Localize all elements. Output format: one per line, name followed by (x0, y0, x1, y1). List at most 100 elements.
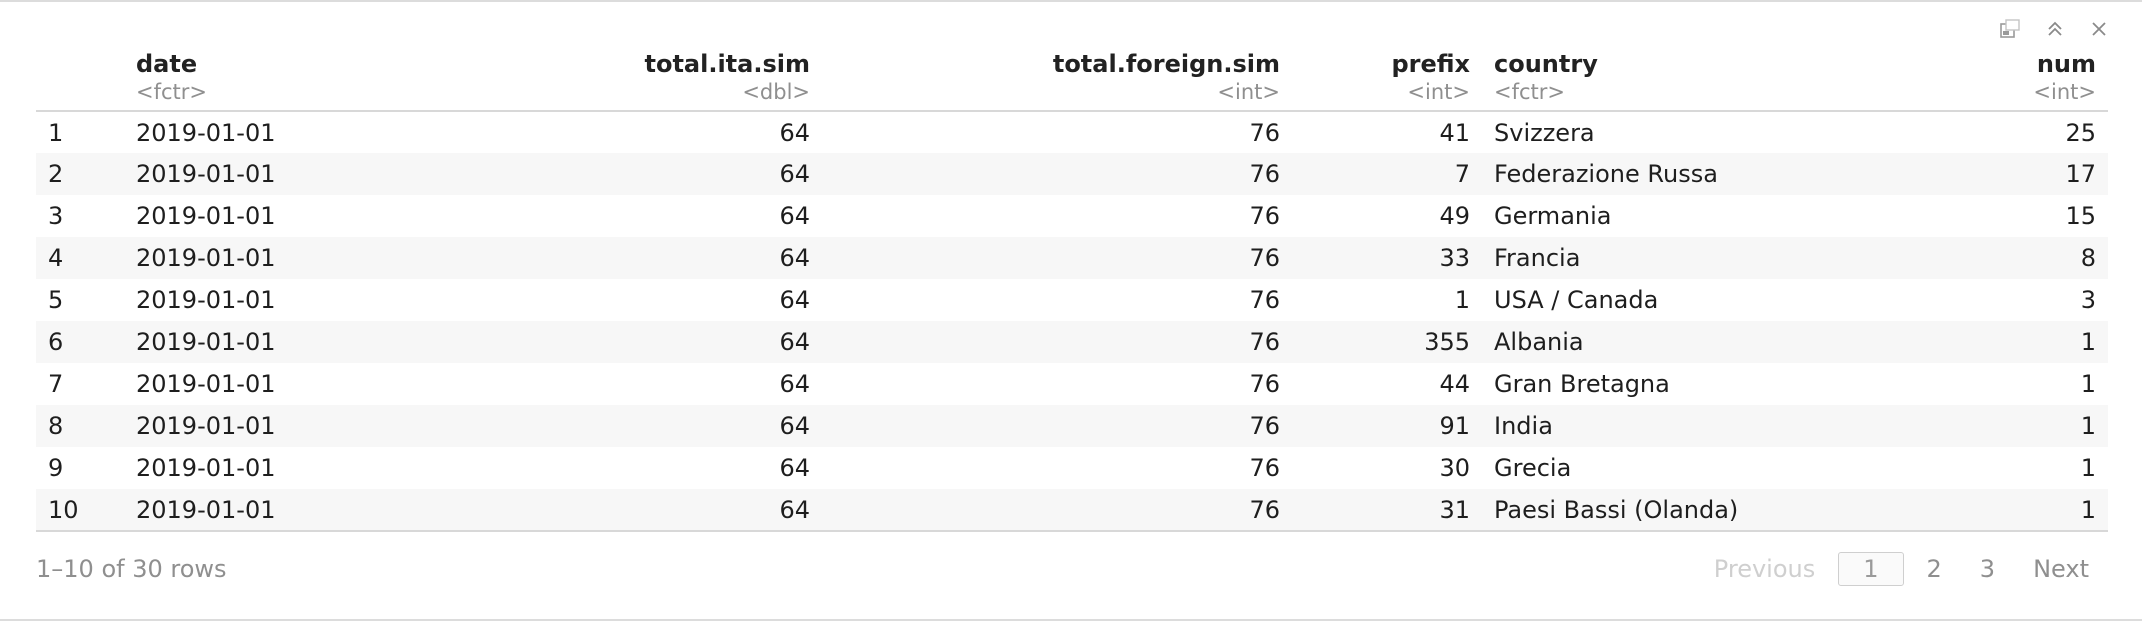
column-type: <fctr> (1494, 80, 1565, 104)
date-cell: 2019-01-01 (136, 286, 276, 314)
total-foreign-sim-cell: 76 (1249, 328, 1280, 356)
total-foreign-sim-cell: 76 (1249, 454, 1280, 482)
row-index-cell: 1 (48, 118, 64, 147)
prefix-cell: 1 (1454, 286, 1470, 314)
prefix-cell: 355 (1424, 328, 1470, 356)
prefix-cell: 31 (1280, 489, 1470, 532)
table-row: 1 2019-01-01 64 76 41 Svizzera 25 (36, 111, 2108, 153)
total-ita-sim-cell: 64 (779, 160, 810, 188)
row-index-cell: 9 (48, 454, 64, 482)
row-index-cell: 5 (48, 286, 64, 314)
page-button-2[interactable]: 2 (1926, 555, 1942, 583)
num-cell: 17 (2065, 160, 2096, 188)
total-foreign-sim-cell: 76 (1249, 118, 1280, 147)
country-cell: Gran Bretagna (1494, 370, 1670, 398)
table-row: 7 2019-01-01 64 76 44 Gran Bretagna 1 (36, 363, 2108, 405)
prefix-cell: 41 (1439, 118, 1470, 147)
date-cell: 2019-01-01 (136, 454, 276, 482)
table-row: 8 2019-01-01 64 76 91 India 1 (36, 405, 2108, 447)
country-cell: USA / Canada (1494, 286, 1659, 314)
country-cell: Germania (1494, 202, 1612, 230)
row-index-cell: 8 (48, 412, 64, 440)
num-cell: 1 (2080, 454, 2096, 482)
collapse-up-icon[interactable] (2042, 16, 2068, 42)
column-header-prefix[interactable]: prefix <int> (1280, 46, 1470, 112)
column-name: total.foreign.sim (1052, 50, 1280, 78)
total-ita-sim-cell: 64 (779, 118, 810, 147)
total-foreign-sim-cell: 76 (1249, 370, 1280, 398)
row-index-cell: 2 (48, 160, 64, 188)
column-header-date[interactable]: date <fctr> (136, 46, 496, 112)
row-index-cell: 3 (48, 202, 64, 230)
country-cell: Francia (1494, 244, 1581, 272)
column-type: <int> (1217, 80, 1280, 104)
total-foreign-sim-cell: 76 (1249, 160, 1280, 188)
column-header-num[interactable]: num <int> (1890, 46, 2108, 112)
pagination: 1–10 of 30 rows Previous 1 2 3 Next (36, 550, 2108, 588)
total-foreign-sim-cell: 76 (810, 489, 1280, 532)
total-ita-sim-cell: 64 (779, 202, 810, 230)
row-count-info: 1–10 of 30 rows (36, 555, 227, 583)
copy-icon[interactable] (1998, 16, 2024, 42)
row-index-cell: 10 (36, 489, 136, 532)
total-ita-sim-cell: 64 (496, 489, 810, 532)
prefix-cell: 7 (1454, 160, 1470, 188)
num-cell: 1 (2080, 328, 2096, 356)
close-icon[interactable] (2086, 16, 2112, 42)
date-cell: 2019-01-01 (136, 412, 276, 440)
column-type: <fctr> (136, 80, 207, 104)
column-name: total.ita.sim (644, 50, 810, 78)
num-cell: 25 (2065, 118, 2096, 147)
column-header-total-ita-sim[interactable]: total.ita.sim <dbl> (496, 46, 810, 112)
date-cell: 2019-01-01 (136, 489, 496, 532)
total-foreign-sim-cell: 76 (1249, 412, 1280, 440)
prefix-cell: 44 (1439, 370, 1470, 398)
column-name: num (2036, 50, 2096, 78)
prefix-cell: 33 (1439, 244, 1470, 272)
date-cell: 2019-01-01 (136, 118, 276, 147)
row-index-cell: 7 (48, 370, 64, 398)
date-cell: 2019-01-01 (136, 370, 276, 398)
column-type: <int> (1407, 80, 1470, 104)
index-column-header (36, 46, 136, 112)
prefix-cell: 91 (1439, 412, 1470, 440)
table-row: 5 2019-01-01 64 76 1 USA / Canada 3 (36, 279, 2108, 321)
column-header-total-foreign-sim[interactable]: total.foreign.sim <int> (810, 46, 1280, 112)
country-cell: India (1494, 412, 1553, 440)
date-cell: 2019-01-01 (136, 160, 276, 188)
chunk-toolbar (1998, 16, 2112, 42)
header-row: date <fctr> total.ita.sim <dbl> total.fo… (36, 46, 2108, 112)
date-cell: 2019-01-01 (136, 328, 276, 356)
total-foreign-sim-cell: 76 (1249, 202, 1280, 230)
date-cell: 2019-01-01 (136, 244, 276, 272)
total-ita-sim-cell: 64 (779, 454, 810, 482)
column-type: <int> (2033, 80, 2096, 104)
country-cell: Grecia (1494, 454, 1572, 482)
num-cell: 1 (1890, 489, 2108, 532)
num-cell: 3 (2080, 286, 2096, 314)
total-ita-sim-cell: 64 (779, 370, 810, 398)
column-name: country (1494, 50, 1598, 78)
total-ita-sim-cell: 64 (779, 286, 810, 314)
country-cell: Albania (1494, 328, 1584, 356)
table-row: 9 2019-01-01 64 76 30 Grecia 1 (36, 447, 2108, 489)
num-cell: 15 (2065, 202, 2096, 230)
row-index-cell: 6 (48, 328, 64, 356)
table-row: 10 2019-01-01 64 76 31 Paesi Bassi (Olan… (36, 489, 2108, 532)
previous-page-button[interactable]: Previous (1713, 555, 1816, 583)
next-page-button[interactable]: Next (2033, 555, 2089, 583)
num-cell: 8 (2080, 244, 2096, 272)
country-cell: Federazione Russa (1494, 160, 1718, 188)
total-foreign-sim-cell: 76 (1249, 244, 1280, 272)
table-row: 4 2019-01-01 64 76 33 Francia 8 (36, 237, 2108, 279)
page-button-3[interactable]: 3 (1979, 555, 1996, 583)
prefix-cell: 30 (1439, 454, 1470, 482)
total-ita-sim-cell: 64 (779, 412, 810, 440)
page-button-1[interactable]: 1 (1838, 552, 1904, 586)
table-row: 3 2019-01-01 64 76 49 Germania 15 (36, 195, 2108, 237)
column-header-country[interactable]: country <fctr> (1470, 46, 1890, 112)
column-type: <dbl> (742, 80, 810, 104)
country-cell: Paesi Bassi (Olanda) (1470, 489, 1890, 532)
table-row: 6 2019-01-01 64 76 355 Albania 1 (36, 321, 2108, 363)
